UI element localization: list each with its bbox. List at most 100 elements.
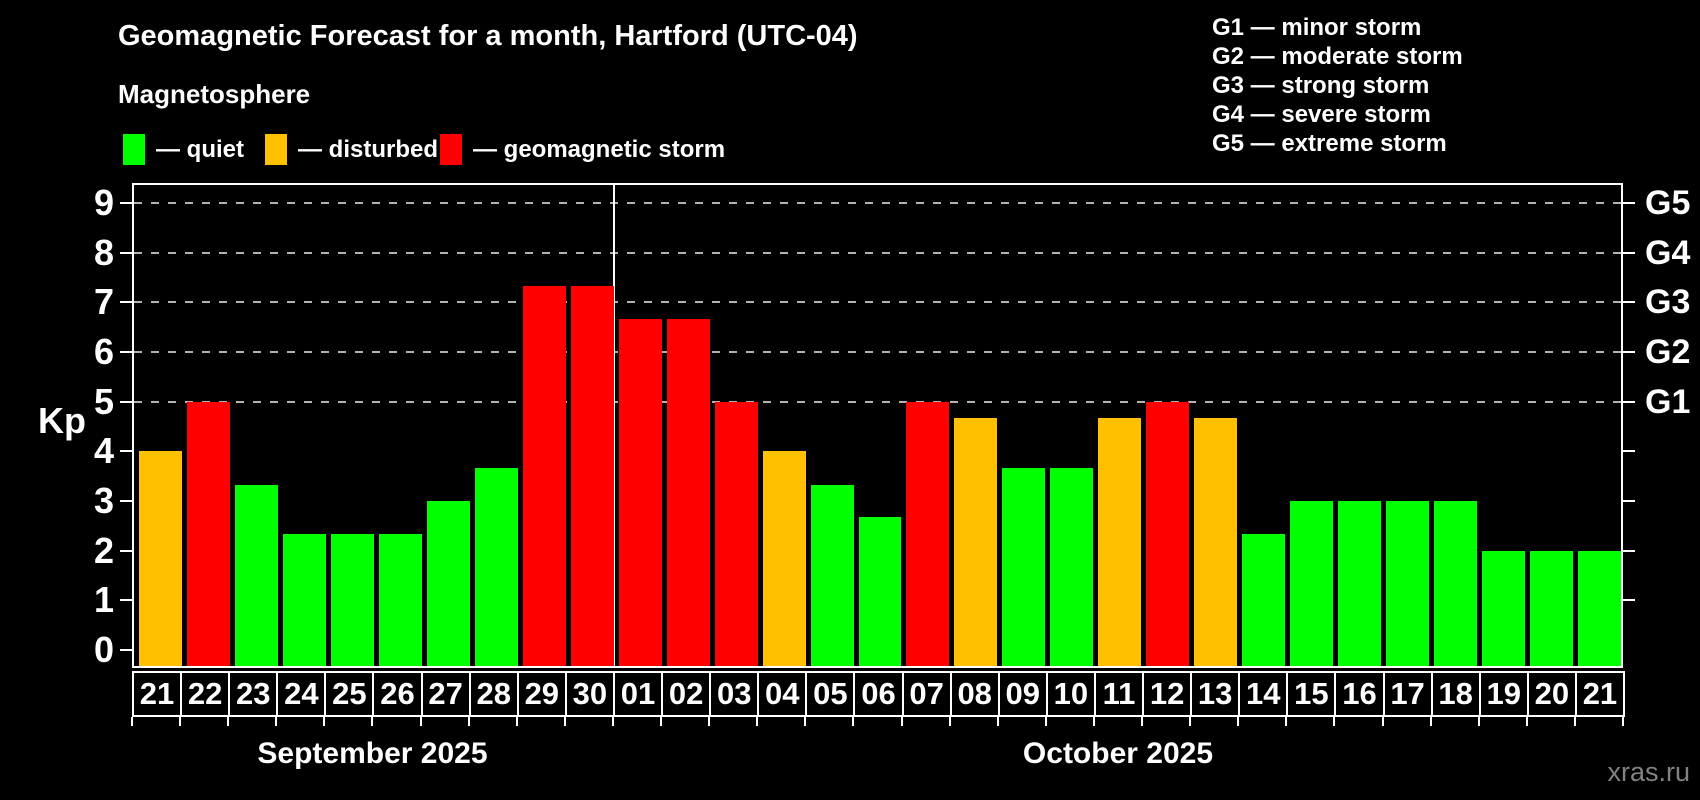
- x-tick: [1141, 717, 1144, 726]
- day-label-oct-12: 12: [1142, 671, 1193, 717]
- watermark: xras.ru: [1607, 757, 1690, 787]
- storm-scale-line-g4: G4 — severe storm: [1212, 101, 1431, 128]
- storm-scale-line-g1: G1 — minor storm: [1212, 14, 1422, 41]
- y-tick-label-6: 6: [93, 330, 114, 372]
- bar-oct-10: [1050, 467, 1094, 666]
- x-tick: [515, 717, 518, 726]
- y-tick-3: [120, 499, 132, 502]
- day-label-oct-13: 13: [1190, 671, 1241, 717]
- day-label-oct-09: 09: [997, 671, 1048, 717]
- right-tick-1: [1623, 599, 1635, 602]
- day-label-sep-28: 28: [468, 671, 519, 717]
- gridline-kp9: [134, 201, 1621, 204]
- x-tick: [1381, 717, 1384, 726]
- month-label-1: October 2025: [1022, 737, 1214, 770]
- bar-sep-28: [474, 467, 518, 666]
- x-tick: [275, 717, 278, 726]
- bar-oct-18: [1434, 501, 1478, 666]
- g-level-label-g3: G3: [1645, 283, 1691, 322]
- right-tick-5: [1623, 400, 1635, 403]
- plot-area: [132, 183, 1623, 668]
- x-tick: [1333, 717, 1336, 726]
- day-label-sep-22: 22: [180, 671, 231, 717]
- y-tick-label-0: 0: [93, 629, 114, 670]
- bar-oct-14: [1242, 534, 1286, 666]
- magnetosphere-label: Magnetosphere: [118, 79, 311, 109]
- day-label-oct-03: 03: [709, 671, 760, 717]
- day-label-oct-19: 19: [1478, 671, 1529, 717]
- legend-swatch-disturbed: [265, 134, 287, 165]
- storm-scale-line-g5: G5 — extreme storm: [1212, 130, 1447, 157]
- x-tick: [371, 717, 374, 726]
- day-label-oct-21: 21: [1574, 671, 1625, 717]
- y-tick-2: [120, 549, 132, 552]
- x-tick: [227, 717, 230, 726]
- x-tick: [1237, 717, 1240, 726]
- right-tick-2: [1623, 549, 1635, 552]
- x-tick: [1573, 717, 1576, 726]
- x-tick: [1622, 717, 1624, 726]
- x-tick: [996, 717, 999, 726]
- x-tick: [419, 717, 422, 726]
- x-tick: [563, 717, 566, 726]
- day-label-oct-15: 15: [1286, 671, 1337, 717]
- day-label-oct-17: 17: [1382, 671, 1433, 717]
- legend-item-storm: — geomagnetic storm: [440, 134, 725, 165]
- day-label-oct-18: 18: [1430, 671, 1481, 717]
- gridline-kp8: [134, 251, 1621, 254]
- right-tick-9: [1623, 201, 1635, 204]
- legend-swatch-quiet: [123, 134, 145, 165]
- y-tick-4: [120, 450, 132, 453]
- legend-label-disturbed: — disturbed: [298, 136, 439, 163]
- x-tick: [900, 717, 903, 726]
- bar-oct-12: [1146, 401, 1190, 666]
- y-tick-9: [120, 201, 132, 204]
- x-tick: [1429, 717, 1432, 726]
- day-label-oct-05: 05: [805, 671, 856, 717]
- storm-scale-legend: G1 — minor storm G2 — moderate storm G3 — …: [1212, 13, 1463, 158]
- bar-oct-02: [666, 318, 710, 666]
- day-label-oct-06: 06: [853, 671, 904, 717]
- day-label-sep-24: 24: [276, 671, 327, 717]
- bar-oct-04: [762, 451, 806, 666]
- y-tick-label-8: 8: [93, 231, 114, 273]
- gridline-kp6: [134, 350, 1621, 353]
- y-tick-label-5: 5: [93, 380, 114, 422]
- y-tick-8: [120, 251, 132, 254]
- bar-oct-17: [1386, 501, 1430, 666]
- x-tick: [804, 717, 807, 726]
- bar-sep-23: [234, 484, 278, 666]
- x-tick: [131, 717, 133, 726]
- gridline-kp7: [134, 301, 1621, 304]
- bar-oct-05: [810, 484, 854, 666]
- legend-swatch-storm: [440, 134, 462, 165]
- g-level-label-g1: G1: [1645, 382, 1691, 421]
- day-label-sep-21: 21: [132, 671, 183, 717]
- day-label-oct-14: 14: [1238, 671, 1289, 717]
- x-tick: [1477, 717, 1480, 726]
- y-tick-6: [120, 350, 132, 353]
- day-label-sep-26: 26: [372, 671, 423, 717]
- bar-oct-03: [714, 401, 758, 666]
- bar-oct-08: [954, 418, 998, 666]
- day-label-oct-08: 08: [949, 671, 1000, 717]
- right-tick-4: [1623, 450, 1635, 453]
- bar-sep-30: [570, 285, 614, 666]
- y-tick-1: [120, 599, 132, 602]
- bar-oct-13: [1194, 418, 1238, 666]
- right-tick-7: [1623, 301, 1635, 304]
- bar-sep-27: [426, 501, 470, 666]
- x-tick: [179, 717, 182, 726]
- day-label-oct-01: 01: [612, 671, 664, 717]
- y-tick-label-9: 9: [93, 181, 114, 223]
- bar-oct-01: [618, 318, 662, 666]
- y-tick-7: [120, 301, 132, 304]
- bar-sep-25: [330, 534, 374, 666]
- day-label-oct-10: 10: [1045, 671, 1096, 717]
- bar-sep-29: [522, 285, 566, 666]
- bar-oct-09: [1002, 467, 1046, 666]
- y-axis-title: Kp: [38, 400, 86, 441]
- x-tick: [1189, 717, 1192, 726]
- bar-oct-11: [1098, 418, 1142, 666]
- bar-sep-24: [282, 534, 326, 666]
